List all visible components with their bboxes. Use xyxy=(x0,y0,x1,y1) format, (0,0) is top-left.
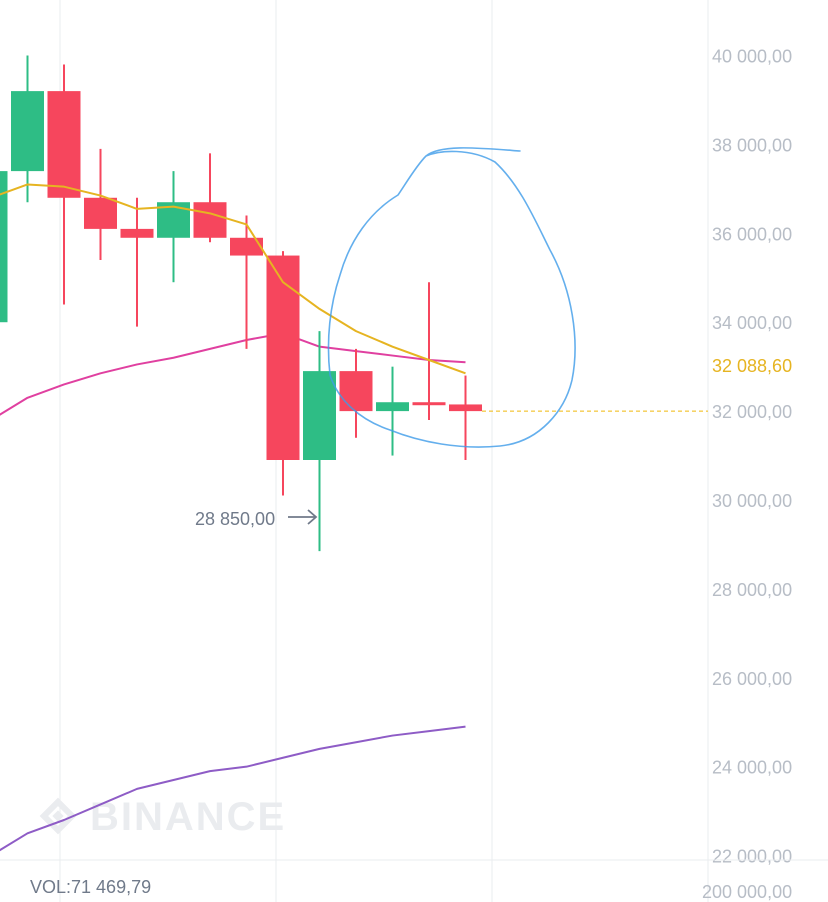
ma-long-polyline xyxy=(0,332,466,416)
y-tick-label: 34 000,00 xyxy=(712,313,792,333)
candle[interactable] xyxy=(266,251,300,496)
candle-body xyxy=(412,402,446,406)
chart-grid xyxy=(59,0,709,902)
ma-trend-polyline xyxy=(0,725,466,852)
arrow-right-icon xyxy=(288,509,318,525)
y-tick-label: 32 000,00 xyxy=(712,402,792,422)
candle-body xyxy=(0,171,8,323)
y-tick-label: 26 000,00 xyxy=(712,669,792,689)
watermark-text: BINANCE xyxy=(90,795,286,839)
y-tick-label: 22 000,00 xyxy=(712,847,792,867)
candle-body xyxy=(376,402,409,412)
candle-body xyxy=(120,228,154,238)
freehand-drawing-circle[interactable] xyxy=(327,147,576,448)
y-tick-label: 28 000,00 xyxy=(712,580,792,600)
y-tick-label: 24 000,00 xyxy=(712,758,792,778)
y-tick-label: 40 000,00 xyxy=(712,47,792,67)
volume-label: VOL:71 469,79 xyxy=(30,877,151,897)
y-tick-label: 38 000,00 xyxy=(712,135,792,155)
candle-body xyxy=(339,371,373,412)
candle[interactable] xyxy=(412,282,446,420)
candle-body xyxy=(11,91,44,172)
y-axis: 40 000,00 38 000,00 36 000,00 34 000,00 32 0… xyxy=(712,47,792,867)
ma-short-polyline xyxy=(0,183,466,375)
candle[interactable] xyxy=(0,167,8,323)
low-price-label: 28 850,00 xyxy=(195,509,275,529)
candle-body xyxy=(47,91,81,198)
volume-axis-tick: 200 000,00 xyxy=(702,882,792,902)
candle[interactable] xyxy=(47,64,81,305)
candle-body xyxy=(193,202,227,238)
y-tick-label: 36 000,00 xyxy=(712,224,792,244)
candle[interactable] xyxy=(376,366,409,456)
candle[interactable] xyxy=(157,171,190,283)
candles xyxy=(0,55,482,552)
candle[interactable] xyxy=(120,197,154,327)
y-tick-label: 30 000,00 xyxy=(712,491,792,511)
candle[interactable] xyxy=(230,215,263,349)
ma-long-line xyxy=(0,332,466,416)
candle[interactable] xyxy=(84,148,117,260)
candle[interactable] xyxy=(339,348,373,438)
candle-body xyxy=(266,255,300,460)
candle[interactable] xyxy=(193,153,227,243)
low-price-annotation: 28 850,00 xyxy=(195,509,318,529)
candle-body xyxy=(230,237,263,256)
binance-watermark: BINANCE xyxy=(39,795,286,839)
candle[interactable] xyxy=(303,331,336,552)
ma-short-line xyxy=(0,183,466,375)
candle-body xyxy=(303,371,336,460)
ma-trend-line xyxy=(0,725,466,852)
candle-body xyxy=(84,197,117,229)
candle[interactable] xyxy=(11,55,44,203)
candle-body xyxy=(449,404,482,412)
last-price-tag: 32 088,60 xyxy=(712,356,792,376)
